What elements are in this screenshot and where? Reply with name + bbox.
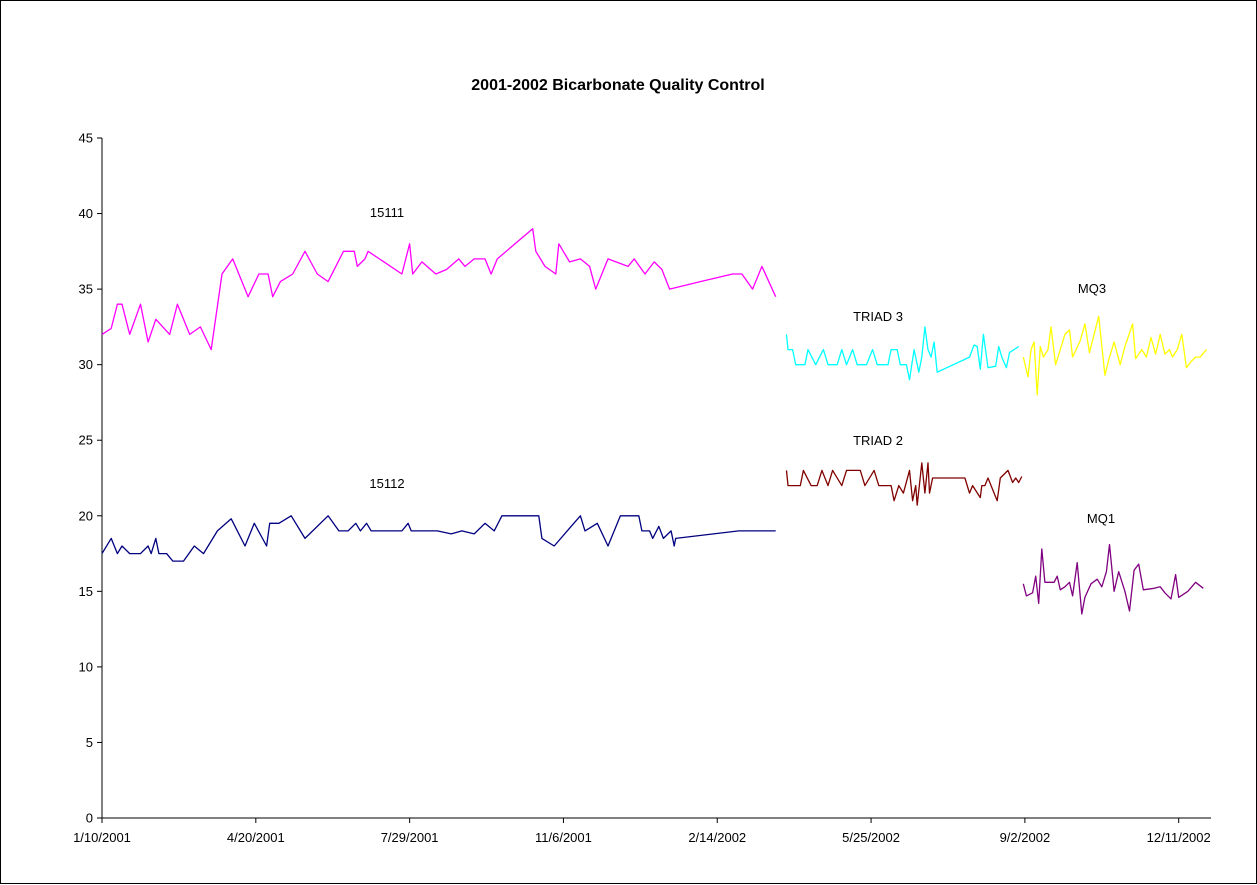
y-tick-label: 20 xyxy=(79,508,93,523)
y-tick-label: 35 xyxy=(79,282,93,297)
series-label-triad-3: TRIAD 3 xyxy=(853,309,903,324)
x-tick-label: 5/25/2002 xyxy=(842,830,900,845)
series-label-mq1: MQ1 xyxy=(1087,511,1115,526)
series-lines xyxy=(101,228,1207,615)
series-line-15111 xyxy=(101,228,777,351)
y-tick-label: 15 xyxy=(79,584,93,599)
axes xyxy=(101,138,1211,819)
series-line-mq3 xyxy=(1022,315,1207,396)
y-axis-ticks: 0 5 10 15 20 25 30 35 40 45 xyxy=(79,131,102,826)
series-label-15112: 15112 xyxy=(369,476,404,491)
x-tick-label: 7/29/2001 xyxy=(381,830,439,845)
x-tick-label: 2/14/2002 xyxy=(688,830,746,845)
series-line-mq1 xyxy=(1022,543,1204,615)
y-tick-label: 0 xyxy=(86,811,93,826)
y-tick-label: 30 xyxy=(79,357,93,372)
series-label-15111: 15111 xyxy=(370,205,404,220)
chart-title: 2001-2002 Bicarbonate Quality Control xyxy=(471,77,764,94)
y-tick-label: 10 xyxy=(79,659,93,674)
y-tick-label: 45 xyxy=(79,131,93,146)
x-axis-ticks: 1/10/2001 4/20/2001 7/29/2001 11/6/2001 2/14… xyxy=(73,818,1211,845)
y-tick-label: 5 xyxy=(86,735,93,750)
y-tick-label: 25 xyxy=(79,433,93,448)
x-tick-label: 4/20/2001 xyxy=(227,830,285,845)
y-tick-label: 40 xyxy=(79,206,93,221)
x-tick-label: 11/6/2001 xyxy=(535,830,592,845)
x-tick-label: 1/10/2001 xyxy=(73,830,131,845)
series-line-triad-2 xyxy=(785,462,1023,506)
x-tick-label: 9/2/2002 xyxy=(1000,830,1051,845)
series-labels: 15111 15112 TRIAD 3 TRIAD 2 MQ3 MQ1 xyxy=(369,205,1115,526)
x-tick-label: 12/11/2002 xyxy=(1147,830,1211,845)
series-line-15112 xyxy=(101,515,776,562)
series-line-triad-3 xyxy=(785,326,1020,381)
series-label-triad-2: TRIAD 2 xyxy=(853,433,903,448)
series-label-mq3: MQ3 xyxy=(1078,281,1106,296)
